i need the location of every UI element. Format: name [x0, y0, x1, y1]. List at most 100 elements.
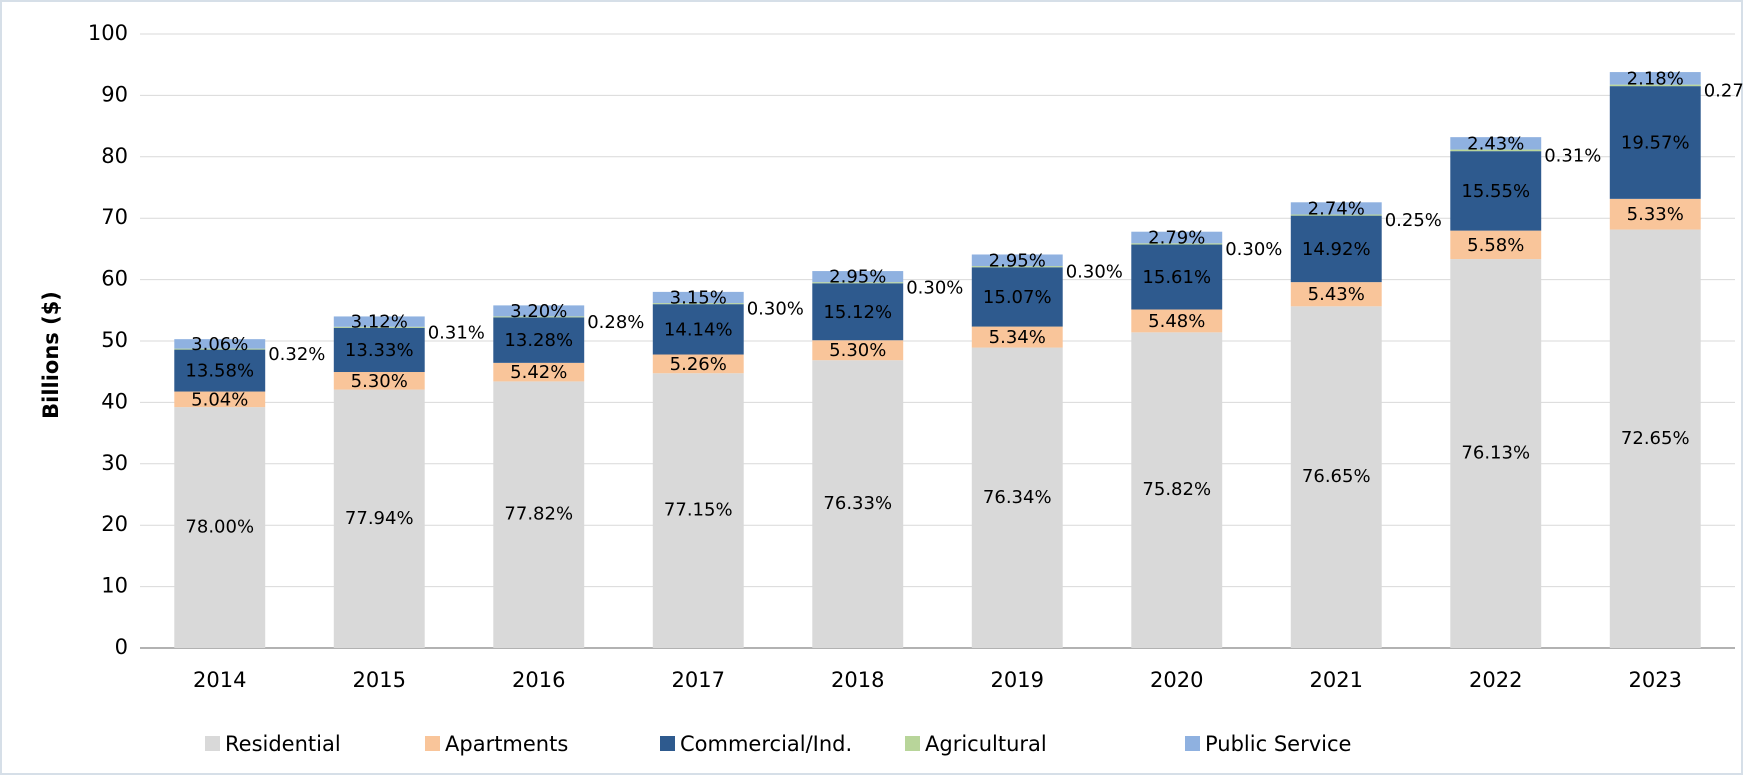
bar-segment [971, 347, 1063, 648]
y-tick-label: 70 [101, 205, 128, 229]
data-label: 76.13% [1461, 443, 1530, 464]
bar-segment [493, 362, 585, 382]
bar-segment [1290, 215, 1382, 283]
bar-segment [1450, 137, 1542, 150]
bar-segment [333, 389, 425, 648]
bar-segment [333, 327, 425, 373]
legend-label: Apartments [445, 732, 568, 756]
bar-segment [812, 360, 904, 648]
data-label: 0.30% [906, 278, 963, 299]
bar-segment [1290, 306, 1382, 648]
bar-segment [652, 291, 744, 304]
bar-segment [333, 316, 425, 327]
data-label: 15.61% [1142, 267, 1211, 288]
legend-swatch [905, 736, 920, 751]
data-label: 15.55% [1461, 181, 1530, 202]
bar-segment [1131, 309, 1223, 333]
x-tick-label: 2016 [512, 668, 565, 692]
legend-label: Public Service [1205, 732, 1351, 756]
legend-swatch [425, 736, 440, 751]
data-label: 14.92% [1302, 239, 1371, 260]
data-label: 3.06% [191, 334, 248, 355]
x-tick-label: 2019 [991, 668, 1044, 692]
bar-segment [1609, 229, 1701, 648]
data-label: 0.30% [747, 299, 804, 320]
bar-segment [1450, 259, 1542, 648]
data-label: 19.57% [1621, 132, 1690, 153]
data-label: 2.74% [1308, 198, 1365, 219]
bar-segment [971, 266, 1063, 268]
x-tick-label: 2023 [1629, 668, 1682, 692]
y-tick-label: 0 [115, 635, 128, 659]
bar-segment [1609, 198, 1701, 230]
bar-segment [493, 317, 585, 363]
bar-segment [1131, 231, 1223, 244]
bar-segment [652, 373, 744, 648]
bar-segment [174, 339, 266, 349]
data-label: 5.34% [989, 327, 1046, 348]
y-tick-label: 100 [88, 21, 128, 45]
bar-segment [493, 305, 585, 317]
data-label: 0.28% [587, 312, 644, 333]
data-label: 3.12% [351, 312, 408, 333]
bar-segment [971, 267, 1063, 327]
data-label: 77.94% [345, 508, 414, 529]
bar-segment [1609, 86, 1701, 199]
data-label: 77.15% [664, 500, 733, 521]
data-label: 0.31% [1544, 145, 1601, 166]
data-label: 0.32% [268, 344, 325, 365]
data-label: 15.12% [823, 302, 892, 323]
data-label: 3.20% [510, 301, 567, 322]
bar-segment [493, 316, 585, 318]
bar-segment [652, 354, 744, 374]
data-label: 13.33% [345, 340, 414, 361]
data-label: 0.30% [1066, 262, 1123, 283]
bar-segment [333, 372, 425, 390]
data-label: 5.33% [1627, 204, 1684, 225]
bar-segment [812, 283, 904, 341]
x-tick-label: 2020 [1150, 668, 1203, 692]
data-label: 5.26% [670, 354, 727, 375]
y-tick-label: 20 [101, 512, 128, 536]
data-label: 5.30% [829, 340, 886, 361]
bar-segment [652, 303, 744, 305]
data-label: 78.00% [185, 517, 254, 538]
y-tick-label: 40 [101, 389, 128, 413]
data-label: 5.04% [191, 389, 248, 410]
data-label: 0.30% [1225, 239, 1282, 260]
x-tick-label: 2014 [193, 668, 246, 692]
bar-segment [174, 407, 266, 648]
data-label: 76.33% [823, 493, 892, 514]
y-axis-label: Billions ($) [39, 291, 63, 419]
bar-segment [1290, 282, 1382, 307]
bar-segment [174, 349, 266, 392]
bar-segment [1609, 72, 1701, 85]
data-label: 5.30% [351, 371, 408, 392]
legend-swatch [205, 736, 220, 751]
bar-segment [174, 391, 266, 408]
bar-segment [1131, 332, 1223, 648]
bar-segment [333, 326, 425, 328]
data-label: 5.43% [1308, 284, 1365, 305]
data-label: 72.65% [1621, 428, 1690, 449]
y-tick-label: 50 [101, 328, 128, 352]
x-tick-label: 2021 [1310, 668, 1363, 692]
bar-segment [1131, 244, 1223, 310]
data-label: 2.79% [1148, 228, 1205, 249]
bar-segment [812, 282, 904, 284]
data-label: 0.27% [1704, 80, 1743, 101]
legend-label: Agricultural [925, 732, 1047, 756]
data-label: 0.31% [428, 322, 485, 343]
legend-swatch [660, 736, 675, 751]
y-tick-label: 30 [101, 451, 128, 475]
y-tick-label: 60 [101, 267, 128, 291]
data-label: 0.25% [1385, 210, 1442, 231]
bar-segment [1131, 243, 1223, 245]
y-tick-label: 80 [101, 144, 128, 168]
x-tick-label: 2015 [353, 668, 406, 692]
bar-segment [971, 254, 1063, 267]
legend-label: Commercial/Ind. [680, 732, 852, 756]
bar-segment [652, 304, 744, 355]
data-label: 75.82% [1142, 479, 1211, 500]
